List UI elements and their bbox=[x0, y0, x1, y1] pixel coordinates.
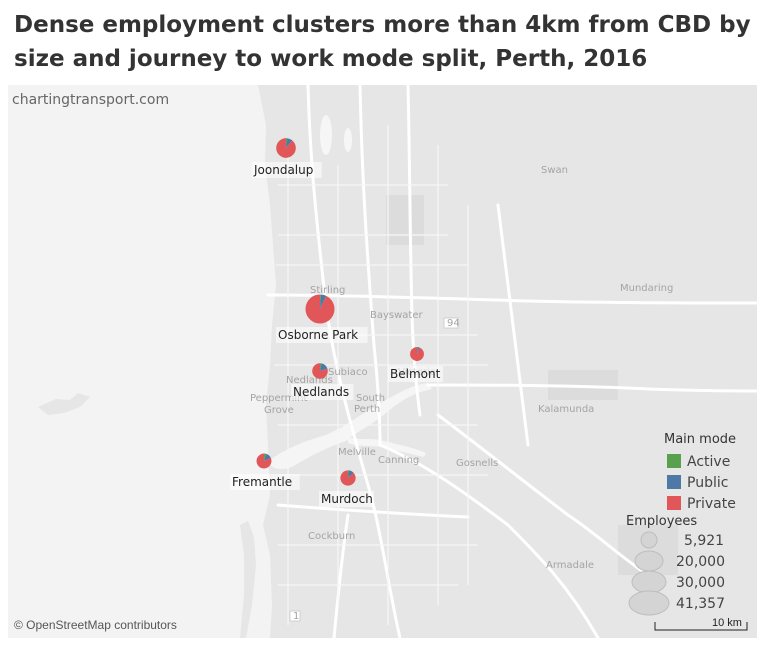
cluster-label-joondalup: Joondalup bbox=[253, 163, 313, 177]
pie-slice-active[interactable] bbox=[320, 363, 322, 371]
place-label-cockburn: Cockburn bbox=[308, 531, 355, 542]
place-label-gosnells: Gosnells bbox=[456, 458, 498, 469]
cluster-pie-fremantle[interactable] bbox=[256, 453, 272, 469]
lake bbox=[320, 115, 332, 155]
cluster-label-fremantle: Fremantle bbox=[232, 475, 292, 489]
pie-slice-private[interactable] bbox=[410, 347, 424, 361]
place-label-grove: Grove bbox=[264, 405, 294, 416]
place-label-swan: Swan bbox=[541, 165, 568, 176]
place-label-stirling: Stirling bbox=[310, 285, 345, 296]
cluster-label-murdoch: Murdoch bbox=[321, 492, 373, 506]
legend-mode-title: Main mode bbox=[664, 432, 736, 447]
legend-size-title: Employees bbox=[626, 514, 697, 529]
pie-slice-active[interactable] bbox=[264, 453, 267, 461]
legend-swatch-private bbox=[667, 496, 681, 510]
place-label-bayswater: Bayswater bbox=[370, 310, 423, 321]
map-attribution[interactable]: © OpenStreetMap contributors bbox=[14, 618, 177, 632]
pie-slice-public[interactable] bbox=[348, 470, 354, 478]
island-garden bbox=[240, 521, 256, 638]
scale-bar-label: 10 km bbox=[712, 617, 742, 629]
cluster-label-background bbox=[276, 327, 368, 343]
svg-text:1: 1 bbox=[293, 611, 299, 622]
legend-label-public: Public bbox=[687, 475, 728, 491]
cluster-pie-belmont[interactable] bbox=[410, 347, 424, 361]
pie-slice-private[interactable] bbox=[276, 138, 296, 158]
place-label-peppermint: Peppermint bbox=[250, 393, 307, 404]
place-label-subiaco: Subiaco bbox=[328, 367, 368, 378]
cluster-label-background bbox=[291, 384, 354, 400]
pie-slice-public[interactable] bbox=[286, 138, 293, 148]
place-label-nedlands: Nedlands bbox=[286, 375, 333, 386]
place-label-kalamunda: Kalamunda bbox=[538, 404, 594, 415]
park-area bbox=[386, 195, 424, 245]
cluster-pie-nedlands[interactable] bbox=[312, 363, 328, 379]
pie-slice-active[interactable] bbox=[320, 294, 321, 310]
road-shield-1: 1 bbox=[289, 610, 301, 622]
island-rottnest bbox=[38, 393, 90, 415]
chart-title: Dense employment clusters more than 4km … bbox=[14, 12, 751, 72]
cluster-pie-joondalup[interactable] bbox=[276, 138, 296, 158]
cluster-label-osborne-park: Osborne Park bbox=[278, 328, 358, 342]
place-label-perth: Perth bbox=[354, 404, 380, 415]
cluster-label-background bbox=[388, 366, 444, 382]
cluster-pie-murdoch[interactable] bbox=[340, 470, 356, 486]
cluster-label-belmont: Belmont bbox=[390, 367, 441, 381]
place-label-armadale: Armadale bbox=[546, 560, 594, 571]
cluster-pie-osborne-park[interactable] bbox=[305, 294, 335, 324]
pie-slice-public[interactable] bbox=[320, 294, 327, 309]
legend-size-label: 20,000 bbox=[676, 554, 725, 570]
legend-swatch-active bbox=[667, 454, 681, 468]
pie-slice-public[interactable] bbox=[417, 347, 420, 354]
place-label-south: South bbox=[356, 393, 385, 404]
pie-slice-public[interactable] bbox=[320, 363, 328, 371]
place-label-canning: Canning bbox=[378, 455, 419, 466]
pie-slice-private[interactable] bbox=[340, 470, 356, 486]
legend-size-circle bbox=[628, 590, 670, 616]
scale-bar[interactable]: 10 km bbox=[654, 617, 748, 631]
road-network bbox=[266, 85, 757, 638]
place-label-mundaring: Mundaring bbox=[620, 283, 673, 294]
legend: Main mode Active Public Private Employee… bbox=[626, 432, 736, 616]
pie-slice-private[interactable] bbox=[256, 453, 272, 469]
legend-size-circle bbox=[631, 570, 667, 594]
map-canvas[interactable]: Swan Mundaring Kalamunda Canning Gosnells Arm… bbox=[8, 85, 757, 638]
land-area bbox=[258, 85, 757, 638]
pie-slice-active[interactable] bbox=[286, 138, 288, 148]
pie-slice-public[interactable] bbox=[264, 453, 271, 461]
pie-slice-private[interactable] bbox=[305, 294, 335, 324]
cluster-label-nedlands: Nedlands bbox=[293, 385, 349, 399]
watermark: chartingtransport.com bbox=[12, 92, 170, 108]
pie-slice-active[interactable] bbox=[348, 470, 349, 478]
cluster-layer: Joondalup Osborne Park Belmont Nedlands Frem… bbox=[230, 138, 444, 507]
legend-size-label: 5,921 bbox=[684, 533, 724, 549]
place-label-melville: Melville bbox=[338, 447, 376, 458]
legend-label-active: Active bbox=[687, 454, 730, 470]
pie-slice-private[interactable] bbox=[312, 363, 328, 379]
road-shield-94: 94 bbox=[443, 317, 460, 329]
svg-text:94: 94 bbox=[447, 318, 460, 329]
legend-label-private: Private bbox=[687, 496, 736, 512]
legend-size-label: 41,357 bbox=[676, 596, 725, 612]
lake bbox=[344, 128, 352, 152]
legend-size-label: 30,000 bbox=[676, 575, 725, 591]
legend-swatch-public bbox=[667, 475, 681, 489]
cluster-label-background bbox=[230, 474, 300, 490]
cluster-label-background bbox=[319, 491, 375, 507]
cluster-label-background bbox=[252, 162, 322, 178]
legend-size-circle bbox=[640, 531, 658, 549]
legend-size-circle bbox=[634, 550, 664, 572]
